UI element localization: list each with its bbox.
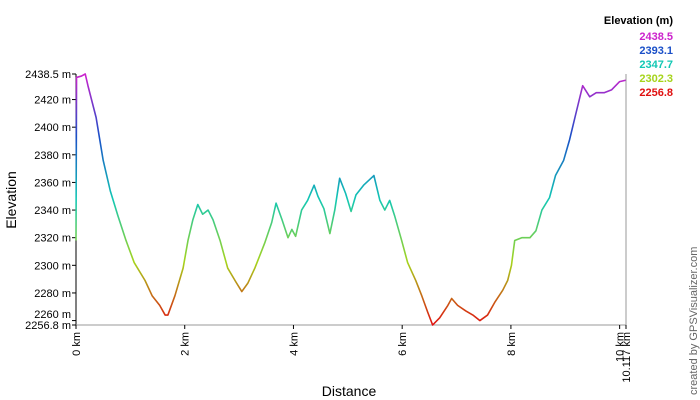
legend-value: 2393.1 <box>639 45 673 57</box>
legend-title: Elevation (m) <box>604 15 673 27</box>
x-tick-label: 0 km <box>71 332 83 356</box>
legend-value: 2347.7 <box>639 59 673 71</box>
x-tick-label: 8 km <box>506 332 518 356</box>
legend-value: 2302.3 <box>639 73 673 85</box>
y-tick-label: 2256.8 m <box>25 320 71 332</box>
x-axis-label: Distance <box>322 383 377 399</box>
y-tick-label: 2438.5 m <box>25 69 71 81</box>
y-tick-label: 2300 m <box>34 260 71 272</box>
y-tick-label: 2260 m <box>34 309 71 321</box>
elevation-line <box>75 73 626 326</box>
x-tick-label: 6 km <box>397 332 409 356</box>
x-tick-label: 10 km <box>615 332 627 362</box>
legend-value: 2256.8 <box>639 87 673 99</box>
y-tick-label: 2280 m <box>34 288 71 300</box>
credit: created by GPSVisualizer.com <box>688 247 700 395</box>
y-tick-label: 2360 m <box>34 177 71 189</box>
legend-value: 2438.5 <box>639 31 673 43</box>
y-tick-label: 2400 m <box>34 122 71 134</box>
y-tick-label: 2320 m <box>34 233 71 245</box>
y-tick-label: 2340 m <box>34 205 71 217</box>
y-tick-label: 2420 m <box>34 95 71 107</box>
x-tick-label: 10.117 km <box>621 332 633 383</box>
x-tick-label: 4 km <box>288 332 300 356</box>
x-tick-label: 2 km <box>180 332 192 356</box>
y-tick-label: 2380 m <box>34 150 71 162</box>
y-axis-label: Elevation <box>3 171 19 229</box>
